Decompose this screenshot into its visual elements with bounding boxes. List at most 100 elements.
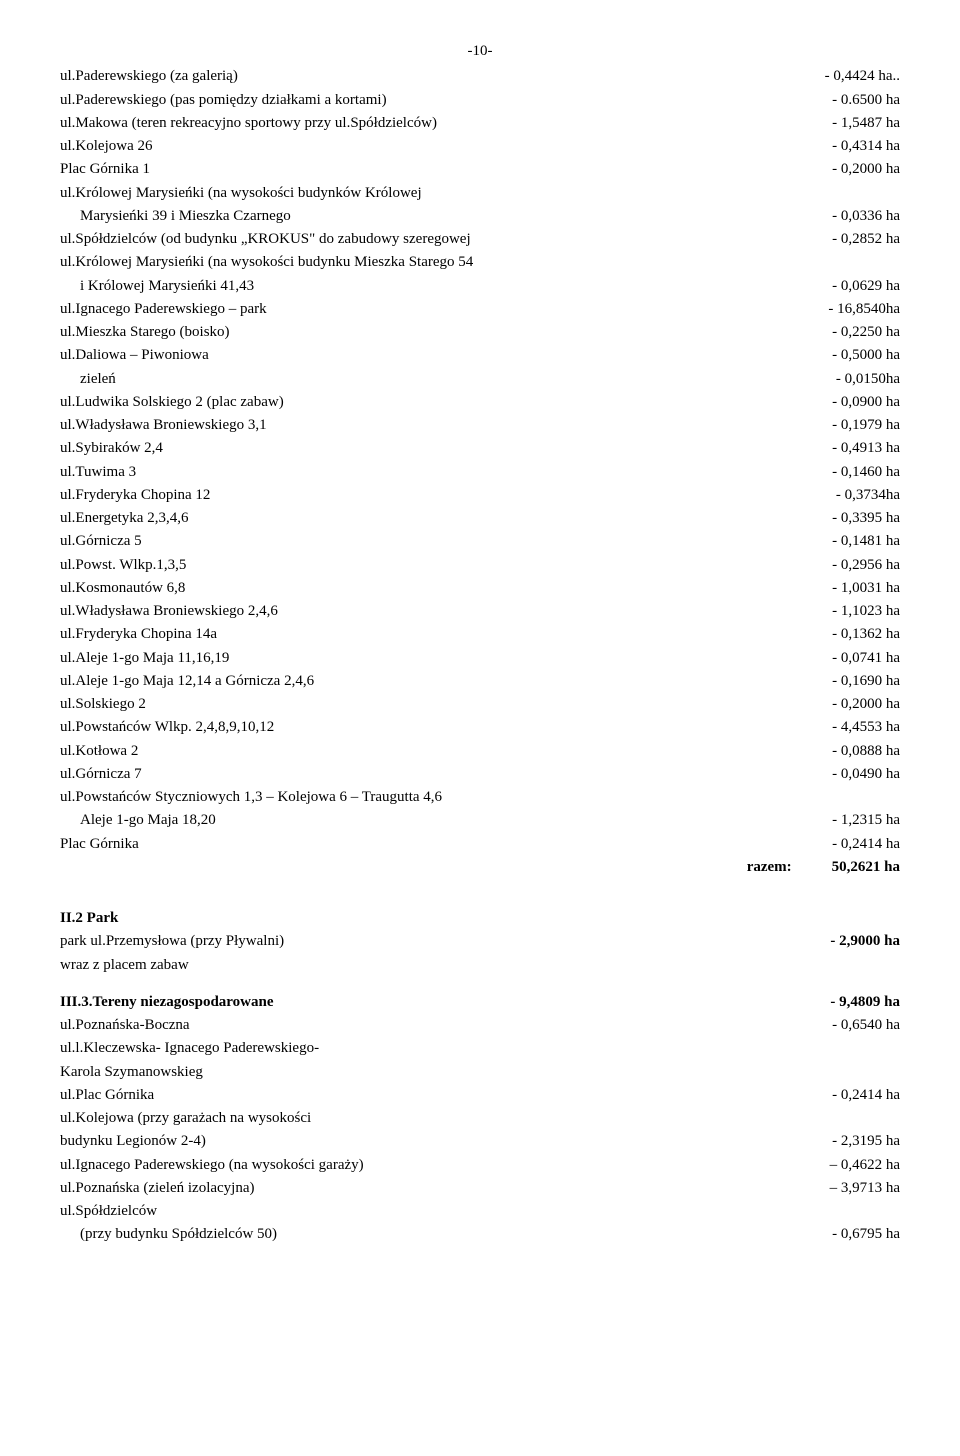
list-item: i Królowej Marysieńki 41,43- 0,0629 ha [60,275,900,298]
list-item: ul.Tuwima 3- 0,1460 ha [60,461,900,484]
list-item: ul.Fryderyka Chopina 12- 0,3734ha [60,484,900,507]
list-item: budynku Legionów 2-4)- 2,3195 ha [60,1130,900,1153]
item-right: - 16,8540ha [780,298,900,321]
list-item: ul.Królowej Marysieńki (na wysokości bud… [60,182,900,205]
item-right: - 0,2000 ha [780,158,900,181]
list-item: ul.Górnicza 5- 0,1481 ha [60,530,900,553]
item-right: - 0,6540 ha [780,1014,900,1037]
item-right: - 0,0490 ha [780,763,900,786]
item-left: ul.Sybiraków 2,4 [60,437,780,460]
item-left: ul.Aleje 1-go Maja 12,14 a Górnicza 2,4,… [60,670,780,693]
item-left: zieleń [60,368,780,391]
item-right: - 0,0629 ha [780,275,900,298]
item-right: - 0,0150ha [780,368,900,391]
section3-rows: ul.Poznańska-Boczna- 0,6540 haul.l.Klecz… [60,1014,900,1247]
list-item: ul.Aleje 1-go Maja 12,14 a Górnicza 2,4,… [60,670,900,693]
item-left: ul.Władysława Broniewskiego 2,4,6 [60,600,780,623]
main-list: ul.Paderewskiego (za galerią)- 0,4424 ha… [60,65,900,856]
item-right: - 0,1481 ha [780,530,900,553]
item-right: - 0,2000 ha [780,693,900,716]
list-item: ul.Władysława Broniewskiego 2,4,6- 1,102… [60,600,900,623]
item-right: - 0,0741 ha [780,647,900,670]
item-left: ul.Tuwima 3 [60,461,780,484]
list-item: Karola Szymanowskieg [60,1061,900,1084]
item-left: ul.Władysława Broniewskiego 3,1 [60,414,780,437]
item-left: Karola Szymanowskieg [60,1061,780,1084]
list-item: ul.Władysława Broniewskiego 3,1- 0,1979 … [60,414,900,437]
list-item: Marysieńki 39 i Mieszka Czarnego- 0,0336… [60,205,900,228]
list-item: ul.Ignacego Paderewskiego – park- 16,854… [60,298,900,321]
item-left: ul.Górnicza 5 [60,530,780,553]
item-right: - 0,1362 ha [780,623,900,646]
item-right: - 0,5000 ha [780,344,900,367]
item-right: - 0,2414 ha [780,833,900,856]
item-left: ul.Powstańców Styczniowych 1,3 – Kolejow… [60,786,780,809]
item-right: – 0,4622 ha [780,1154,900,1177]
list-item: ul.Spółdzielców (od budynku „KROKUS" do … [60,228,900,251]
item-left: ul.Spółdzielców [60,1200,780,1223]
item-left: budynku Legionów 2-4) [60,1130,780,1153]
item-right: - 0.6500 ha [780,89,900,112]
section2-right: - 2,9000 ha [780,930,900,953]
item-left: Plac Górnika [60,833,780,856]
list-item: ul.Kosmonautów 6,8- 1,0031 ha [60,577,900,600]
item-right: - 0,4314 ha [780,135,900,158]
item-left: ul.Powstańców Wlkp. 2,4,8,9,10,12 [60,716,780,739]
item-left: ul.Kolejowa 26 [60,135,780,158]
item-left: i Królowej Marysieńki 41,43 [60,275,780,298]
list-item: ul.Spółdzielców [60,1200,900,1223]
item-right: - 0,4913 ha [780,437,900,460]
list-item: ul.Poznańska-Boczna- 0,6540 ha [60,1014,900,1037]
item-left: (przy budynku Spółdzielców 50) [60,1223,780,1246]
list-item: ul.Mieszka Starego (boisko)- 0,2250 ha [60,321,900,344]
item-left: ul.Daliowa – Piwoniowa [60,344,780,367]
list-item: ul.Makowa (teren rekreacyjno sportowy pr… [60,112,900,135]
section3-heading-right: - 9,4809 ha [780,991,900,1014]
item-left: ul.Poznańska-Boczna [60,1014,780,1037]
item-right: - 0,1460 ha [780,461,900,484]
item-left: ul.Mieszka Starego (boisko) [60,321,780,344]
item-left: ul.Paderewskiego (pas pomiędzy działkami… [60,89,780,112]
list-item: ul.Powstańców Wlkp. 2,4,8,9,10,12- 4,455… [60,716,900,739]
section3-heading-left: III.3.Tereny niezagospodarowane [60,991,274,1014]
section2-heading: II.2 Park [60,907,900,930]
item-right: - 0,2956 ha [780,554,900,577]
item-right: - 0,0888 ha [780,740,900,763]
section2-row: park ul.Przemysłowa (przy Pływalni) - 2,… [60,930,900,953]
list-item: ul.Sybiraków 2,4- 0,4913 ha [60,437,900,460]
list-item: ul.Aleje 1-go Maja 11,16,19- 0,0741 ha [60,647,900,670]
item-left: ul.Solskiego 2 [60,693,780,716]
item-right: – 3,9713 ha [780,1177,900,1200]
item-right: - 0,2852 ha [780,228,900,251]
item-left: ul.Ignacego Paderewskiego (na wysokości … [60,1154,780,1177]
item-left: ul.Makowa (teren rekreacyjno sportowy pr… [60,112,780,135]
item-left: ul.Fryderyka Chopina 12 [60,484,780,507]
section2-left: park ul.Przemysłowa (przy Pływalni) [60,930,284,953]
item-left: ul.Powst. Wlkp.1,3,5 [60,554,780,577]
list-item: ul.Energetyka 2,3,4,6- 0,3395 ha [60,507,900,530]
list-item: ul.Ludwika Solskiego 2 (plac zabaw)- 0,0… [60,391,900,414]
item-right: - 0,3395 ha [780,507,900,530]
item-left: ul.Energetyka 2,3,4,6 [60,507,780,530]
item-left: ul.Królowej Marysieńki (na wysokości bud… [60,251,780,274]
section2-sub: wraz z placem zabaw [60,954,900,977]
item-left: ul.Ignacego Paderewskiego – park [60,298,780,321]
item-left: ul.Aleje 1-go Maja 11,16,19 [60,647,780,670]
list-item: ul.Powst. Wlkp.1,3,5- 0,2956 ha [60,554,900,577]
item-right: - 0,0336 ha [780,205,900,228]
list-item: (przy budynku Spółdzielców 50)- 0,6795 h… [60,1223,900,1246]
item-left: ul.Kosmonautów 6,8 [60,577,780,600]
list-item: ul.Solskiego 2- 0,2000 ha [60,693,900,716]
item-left: ul.Górnicza 7 [60,763,780,786]
item-right: - 0,2250 ha [780,321,900,344]
item-left: ul.Plac Górnika [60,1084,780,1107]
item-left: Plac Górnika 1 [60,158,780,181]
item-right: - 0,1690 ha [780,670,900,693]
item-left: ul.Fryderyka Chopina 14a [60,623,780,646]
item-right: - 1,1023 ha [780,600,900,623]
item-right: - 0,1979 ha [780,414,900,437]
list-item: ul.Kolejowa (przy garażach na wysokości [60,1107,900,1130]
item-right: - 1,0031 ha [780,577,900,600]
item-left: ul.Kotłowa 2 [60,740,780,763]
list-item: ul.Kolejowa 26- 0,4314 ha [60,135,900,158]
